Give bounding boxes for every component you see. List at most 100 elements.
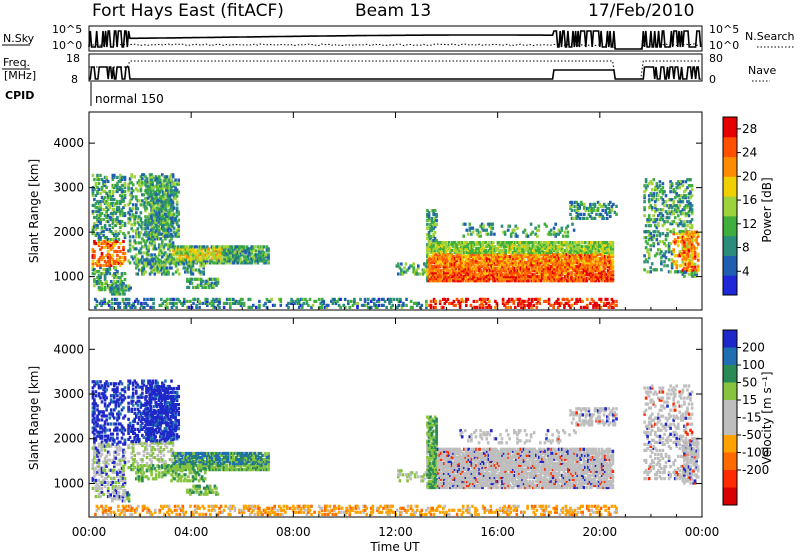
- power-cell: [155, 188, 159, 192]
- power-cell: [677, 244, 680, 248]
- power-cell: [169, 228, 173, 232]
- power-cell: [523, 228, 527, 232]
- power-cell: [578, 216, 581, 220]
- power-cell: [116, 233, 119, 238]
- power-cell: [99, 237, 102, 242]
- power-cell: [152, 190, 156, 194]
- power-cell: [590, 241, 593, 245]
- power-cell: [570, 200, 574, 204]
- power-cell: [658, 232, 662, 236]
- power-cell: [108, 217, 111, 222]
- power-cell: [106, 193, 110, 198]
- power-cell: [151, 220, 154, 224]
- power-cell: [111, 191, 115, 196]
- power-cell: [99, 266, 102, 270]
- power-cell: [377, 297, 381, 301]
- power-cell: [108, 284, 111, 288]
- power-cell: [391, 303, 394, 307]
- power-cell: [129, 286, 132, 290]
- power-cell: [149, 178, 153, 182]
- power-cell: [187, 305, 191, 309]
- power-cell: [253, 245, 257, 249]
- power-cell: [155, 192, 159, 196]
- power-cell: [675, 260, 678, 264]
- power-cell: [141, 199, 144, 203]
- power-cell: [100, 177, 104, 182]
- power-cell: [119, 282, 122, 286]
- power-cell: [133, 215, 136, 219]
- power-cell: [97, 201, 101, 206]
- power-cell: [128, 181, 132, 185]
- power-cell: [157, 200, 161, 204]
- power-cell: [171, 175, 175, 179]
- power-cell: [97, 235, 101, 240]
- power-cell: [583, 212, 586, 216]
- power-cell: [643, 254, 646, 258]
- power-cell: [103, 239, 107, 244]
- power-cell: [99, 221, 102, 226]
- power-cell: [113, 266, 116, 270]
- power-cell: [103, 288, 107, 292]
- power-cell: [650, 182, 654, 186]
- power-cell: [116, 217, 119, 222]
- power-cell: [148, 234, 151, 238]
- power-cell: [99, 201, 102, 206]
- power-cell: [145, 177, 149, 181]
- power-cell: [119, 201, 122, 206]
- power-cell: [160, 184, 164, 188]
- power-cell: [667, 216, 671, 220]
- power-cell: [409, 299, 413, 303]
- power-cell: [681, 200, 685, 204]
- power-cell: [91, 259, 95, 264]
- power-cell: [161, 255, 164, 259]
- power-cell: [96, 280, 99, 284]
- power-cell: [102, 255, 105, 260]
- power-cell: [562, 234, 565, 238]
- power-cell: [660, 260, 663, 264]
- power-cell: [589, 202, 592, 206]
- power-cell: [148, 173, 152, 177]
- power-cell: [198, 305, 201, 309]
- power-cell: [102, 233, 105, 238]
- power-cell: [661, 186, 665, 190]
- power-cell: [128, 241, 132, 245]
- power-cell: [652, 214, 655, 218]
- power-cell: [111, 219, 115, 224]
- power-cell: [103, 195, 107, 200]
- power-cell: [153, 243, 156, 247]
- power-cell: [435, 213, 438, 217]
- power-cell: [109, 229, 113, 234]
- power-cell: [139, 189, 143, 193]
- power-cell: [91, 247, 95, 252]
- power-cell: [135, 215, 138, 219]
- power-cell: [119, 213, 122, 218]
- power-cell: [164, 251, 167, 255]
- power-cell: [500, 224, 504, 228]
- power-cell: [142, 251, 146, 255]
- power-cell: [154, 178, 157, 182]
- power-cell: [570, 208, 574, 212]
- power-cell: [273, 303, 276, 307]
- power-cell: [152, 297, 155, 301]
- power-cell: [366, 301, 370, 305]
- power-cell: [155, 216, 159, 220]
- power-cell: [151, 180, 154, 184]
- power-cell: [97, 278, 101, 282]
- power-cell: [153, 245, 156, 249]
- power-cell: [108, 268, 111, 272]
- power-cell: [664, 200, 668, 204]
- power-cell: [172, 297, 175, 301]
- power-cell: [168, 258, 172, 262]
- power-cell: [146, 226, 150, 230]
- power-cell: [97, 241, 101, 246]
- power-cell: [144, 179, 147, 183]
- power-cell: [190, 281, 194, 285]
- power-cell: [166, 301, 169, 305]
- power-cell: [97, 257, 101, 262]
- power-cell: [97, 213, 101, 218]
- power-cell: [122, 199, 125, 204]
- power-cell: [141, 183, 144, 187]
- power-cell: [672, 228, 675, 232]
- power-cell: [156, 257, 159, 261]
- power-cell: [139, 251, 143, 255]
